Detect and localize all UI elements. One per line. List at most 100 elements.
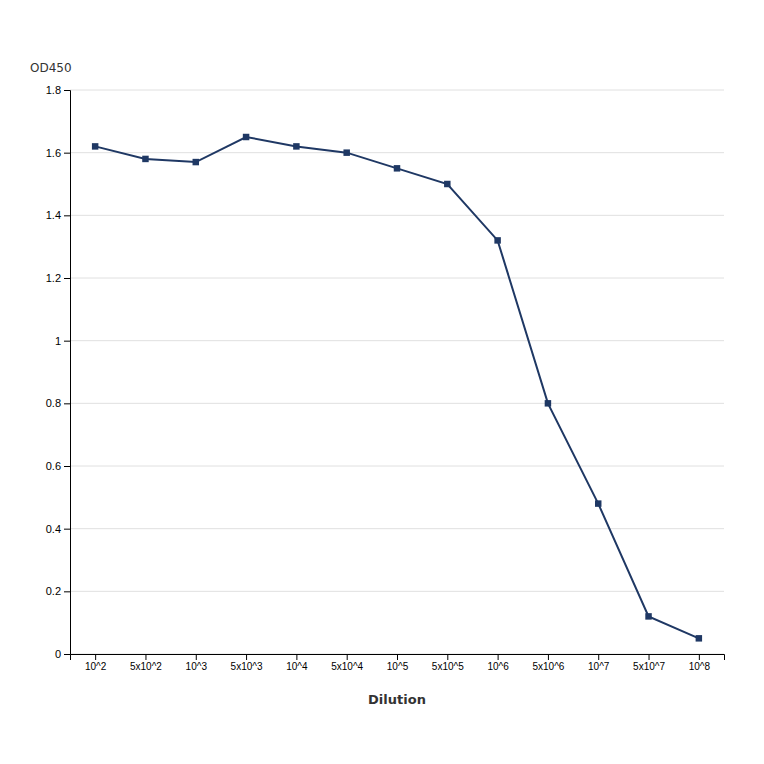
grid-line	[70, 466, 724, 467]
y-tick-label: 1	[55, 335, 61, 347]
y-tick-label: 1.4	[46, 209, 61, 221]
x-tick: 5x10^3	[231, 654, 263, 672]
x-tick: 5x10^5	[432, 654, 464, 672]
x-tick: 5x10^7	[633, 654, 665, 672]
x-tick-mark	[145, 654, 146, 660]
y-tick-label: 0.8	[46, 397, 61, 409]
x-tick-label: 5x10^3	[231, 661, 263, 672]
y-tick-mark	[64, 654, 70, 655]
y-tick: 1.6	[46, 147, 70, 159]
x-tick: 5x10^4	[331, 654, 363, 672]
y-tick: 0.8	[46, 397, 70, 409]
y-axis-line	[64, 91, 71, 655]
x-tick-label: 5x10^6	[532, 661, 564, 672]
x-tick-mark	[548, 654, 549, 660]
y-tick-label: 0.6	[46, 460, 61, 472]
grid-line	[70, 152, 724, 153]
grid-line	[70, 403, 724, 404]
y-tick-mark	[64, 278, 70, 279]
marker	[92, 143, 98, 149]
x-tick-label: 10^3	[186, 661, 208, 672]
marker	[595, 500, 601, 506]
marker	[394, 165, 400, 171]
x-tick-label: 10^6	[487, 661, 509, 672]
marker	[645, 613, 651, 619]
x-tick: 10^2	[85, 654, 107, 672]
x-tick-label: 10^5	[387, 661, 409, 672]
x-tick-label: 5x10^5	[432, 661, 464, 672]
y-tick-mark	[64, 90, 70, 91]
x-tick-label: 10^8	[689, 661, 711, 672]
grid-line	[70, 591, 724, 592]
y-tick-mark	[64, 529, 70, 530]
x-tick-mark	[397, 654, 398, 660]
x-tick: 10^5	[387, 654, 409, 672]
grid-line	[70, 215, 724, 216]
x-tick: 5x10^6	[532, 654, 564, 672]
line	[95, 137, 699, 638]
x-tick-label: 5x10^7	[633, 661, 665, 672]
x-axis-label: Dilution	[368, 692, 426, 707]
x-tick-mark	[649, 654, 650, 660]
y-tick-mark	[64, 466, 70, 467]
y-tick-mark	[64, 591, 70, 592]
x-tick: 10^6	[487, 654, 509, 672]
y-tick: 0.6	[46, 460, 70, 472]
marker	[494, 237, 500, 243]
y-tick: 1	[55, 335, 70, 347]
y-tick: 0.4	[46, 523, 70, 535]
y-tick-mark	[64, 403, 70, 404]
marker	[343, 149, 349, 155]
marker	[142, 156, 148, 162]
x-tick-mark	[447, 654, 448, 660]
y-tick-label: 1.6	[46, 147, 61, 159]
plot-area: 0 0.2 0.4 0.6 0.8 1 1.2 1.4 1.6 1.8 10^2 5x10^2 10^3…	[46, 84, 725, 672]
y-tick-mark	[64, 153, 70, 154]
x-tick-mark	[246, 654, 247, 660]
x-axis-line	[71, 655, 725, 661]
y-tick: 1.2	[46, 272, 70, 284]
x-tick-mark	[347, 654, 348, 660]
x-tick-label: 10^7	[588, 661, 610, 672]
marker	[293, 143, 299, 149]
y-tick-label: 1.2	[46, 272, 61, 284]
series	[92, 134, 702, 642]
x-tick-label: 5x10^2	[130, 661, 162, 672]
grid-line	[70, 528, 724, 529]
marker	[696, 635, 702, 641]
x-tick: 5x10^2	[130, 654, 162, 672]
x-tick-label: 10^2	[85, 661, 107, 672]
x-tick: 10^3	[186, 654, 208, 672]
marker	[444, 181, 450, 187]
x-tick-label: 10^4	[286, 661, 308, 672]
x-tick-mark	[598, 654, 599, 660]
grid-line	[70, 90, 724, 91]
y-tick-mark	[64, 215, 70, 216]
x-tick-label: 5x10^4	[331, 661, 363, 672]
y-tick-label: 1.8	[46, 84, 61, 96]
x-tick: 10^4	[286, 654, 308, 672]
marker	[545, 400, 551, 406]
y-tick-label: 0.4	[46, 523, 61, 535]
x-tick-mark	[196, 654, 197, 660]
x-tick-mark	[95, 654, 96, 660]
y-tick-label: 0	[55, 648, 61, 660]
y-axis: 0 0.2 0.4 0.6 0.8 1 1.2 1.4 1.6 1.8	[46, 84, 71, 660]
x-tick-mark	[699, 654, 700, 660]
y-tick: 0	[55, 648, 70, 660]
x-tick-mark	[296, 654, 297, 660]
y-tick-mark	[64, 341, 70, 342]
chart-svg: 0 0.2 0.4 0.6 0.8 1 1.2 1.4 1.6 1.8 10^2 5x10^2 10^3…	[0, 0, 764, 764]
x-axis: 10^2 5x10^2 10^3 5x10^3 10^4 5x10^4 10^5 5x10^5…	[71, 654, 725, 672]
y-tick: 0.2	[46, 585, 70, 597]
chart-container: 0 0.2 0.4 0.6 0.8 1 1.2 1.4 1.6 1.8 10^2 5x10^2 10^3…	[0, 0, 764, 764]
grid-line	[70, 278, 724, 279]
y-axis-label: OD450	[30, 61, 72, 75]
grid-line	[70, 340, 724, 341]
x-tick: 10^7	[588, 654, 610, 672]
y-tick: 1.8	[46, 84, 70, 96]
y-tick: 1.4	[46, 209, 70, 221]
grid	[70, 90, 724, 654]
x-tick-mark	[498, 654, 499, 660]
marker	[243, 134, 249, 140]
